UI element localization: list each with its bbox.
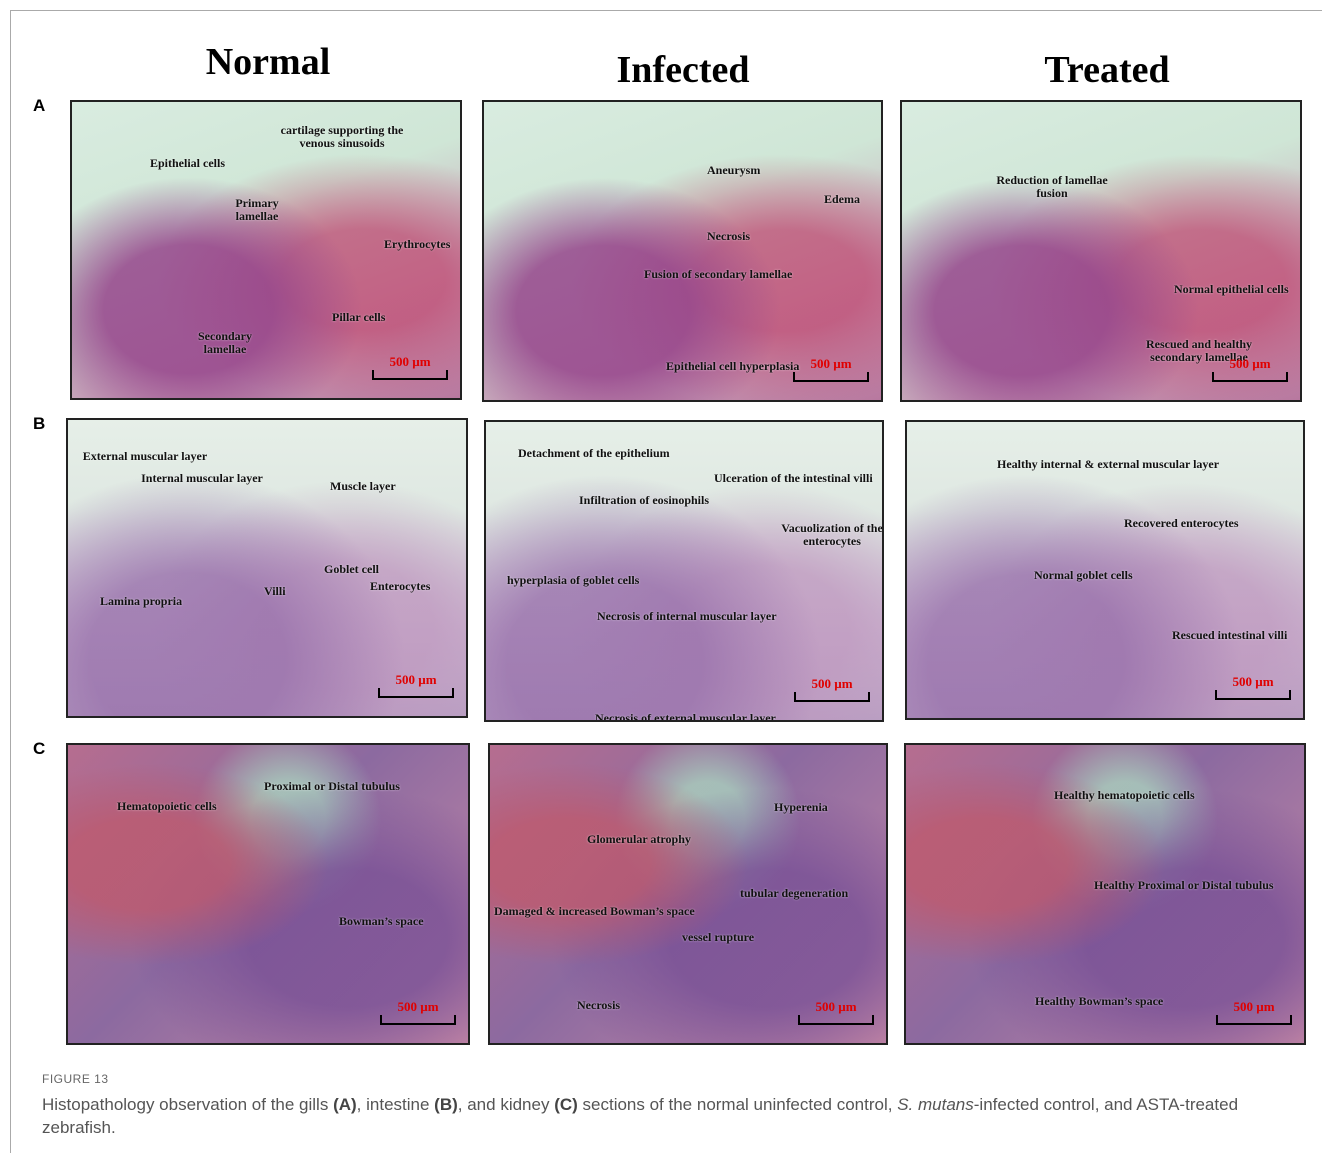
annotation: Healthy hematopoietic cells [1054, 789, 1195, 802]
scale-label: 500 µm [372, 354, 448, 370]
micrograph: Healthy hematopoietic cells Healthy Proxi… [904, 743, 1306, 1045]
annotation: Aneurysm [707, 164, 760, 177]
scale-label: 500 µm [378, 672, 454, 688]
annotation: Necrosis of internal muscular layer [597, 610, 777, 623]
annotation: Reduction of lamellae fusion [982, 174, 1122, 200]
annotation: Healthy Bowman’s space [1035, 995, 1163, 1008]
micrograph: Hematopoietic cells Proximal or Distal tu… [66, 743, 470, 1045]
annotation: Lamina propria [100, 595, 182, 608]
caption-part: S. mutans [897, 1095, 974, 1114]
page: {"figure": { "columns": ["Normal", "Infe… [0, 0, 1322, 1153]
annotation: Infiltration of eosinophils [579, 494, 709, 507]
annotation: vessel rupture [682, 931, 754, 944]
row-letter: B [33, 414, 45, 434]
scale-label: 500 µm [793, 356, 869, 372]
annotation: External muscular layer [70, 450, 220, 463]
annotation: Ulceration of the intestinal villi [714, 472, 873, 485]
annotation: Erythrocytes [384, 238, 450, 251]
scale-bar [372, 370, 448, 380]
column-title: Treated [1044, 48, 1169, 92]
scale-label: 500 µm [1212, 356, 1288, 372]
annotation: Epithelial cell hyperplasia [666, 360, 799, 373]
annotation: Edema [824, 193, 860, 206]
annotation: Epithelial cells [150, 157, 225, 170]
annotation: Normal goblet cells [1034, 569, 1133, 582]
annotation: Necrosis [577, 999, 620, 1012]
scale-bar [1212, 372, 1288, 382]
scale-label: 500 µm [380, 999, 456, 1015]
scale-bar [1215, 690, 1291, 700]
annotation: Villi [264, 585, 286, 598]
annotation: Proximal or Distal tubulus [264, 780, 400, 793]
caption-part: Histopathology observation of the gills [42, 1095, 333, 1114]
annotation: Internal muscular layer [122, 472, 282, 485]
scale-bar [798, 1015, 874, 1025]
micrograph: Aneurysm Edema Necrosis Fusion of secondary… [482, 100, 883, 402]
annotation: Bowman’s space [339, 915, 424, 928]
annotation: Glomerular atrophy [587, 833, 691, 846]
caption-part: (B) [434, 1095, 458, 1114]
scale-label: 500 µm [1215, 674, 1291, 690]
annotation: Muscle layer [330, 480, 396, 493]
annotation: Rescued intestinal villi [1172, 629, 1287, 642]
annotation: Healthy Proximal or Distal tubulus [1094, 879, 1274, 892]
column-title: Normal [206, 40, 331, 84]
scale-label: 500 µm [794, 676, 870, 692]
annotation: Recovered enterocytes [1124, 517, 1239, 530]
caption-text: Histopathology observation of the gills … [42, 1093, 1292, 1139]
annotation: hyperplasia of goblet cells [507, 574, 639, 587]
scale-bar [1216, 1015, 1292, 1025]
annotation: Secondary lamellae [190, 330, 260, 356]
annotation: Hematopoietic cells [117, 800, 217, 813]
annotation: Vacuolization of the enterocytes [772, 522, 884, 548]
annotation: Primary lamellae [222, 197, 292, 223]
micrograph: Hyperenia Glomerular atrophy tubular degen… [488, 743, 888, 1045]
caption-part: , intestine [357, 1095, 435, 1114]
caption-part: , and kidney [458, 1095, 554, 1114]
row-letter: C [33, 739, 45, 759]
annotation: Enterocytes [370, 580, 430, 593]
caption-part: (C) [554, 1095, 578, 1114]
scale-bar [380, 1015, 456, 1025]
annotation: Detachment of the epithelium [518, 447, 670, 460]
scale-label: 500 µm [798, 999, 874, 1015]
scale-bar [378, 688, 454, 698]
row-letter: A [33, 96, 45, 116]
annotation: Goblet cell [324, 563, 379, 576]
scale-bar [794, 692, 870, 702]
micrograph: Detachment of the epithelium Ulceration o… [484, 420, 884, 722]
caption-part: sections of the normal uninfected contro… [578, 1095, 897, 1114]
micrograph: Epithelial cells cartilage supporting the… [70, 100, 462, 400]
caption-part: (A) [333, 1095, 357, 1114]
annotation: tubular degeneration [740, 887, 848, 900]
micrograph: External muscular layer Internal muscular… [66, 418, 468, 718]
micrograph: Reduction of lamellae fusion Normal epith… [900, 100, 1302, 402]
annotation: Necrosis of external muscular layer [595, 712, 776, 722]
caption-label: FIGURE 13 [42, 1072, 109, 1086]
column-title: Infected [617, 48, 750, 92]
annotation: Healthy internal & external muscular lay… [997, 458, 1219, 471]
scale-bar [793, 372, 869, 382]
annotation: cartilage supporting the venous sinusoid… [272, 124, 412, 150]
annotation: Damaged & increased Bowman’s space [494, 905, 695, 918]
annotation: Normal epithelial cells [1174, 283, 1289, 296]
annotation: Fusion of secondary lamellae [644, 268, 792, 281]
annotation: Hyperenia [774, 801, 828, 814]
micrograph: Healthy internal & external muscular lay… [905, 420, 1305, 720]
annotation: Pillar cells [332, 311, 385, 324]
annotation: Necrosis [707, 230, 750, 243]
scale-label: 500 µm [1216, 999, 1292, 1015]
